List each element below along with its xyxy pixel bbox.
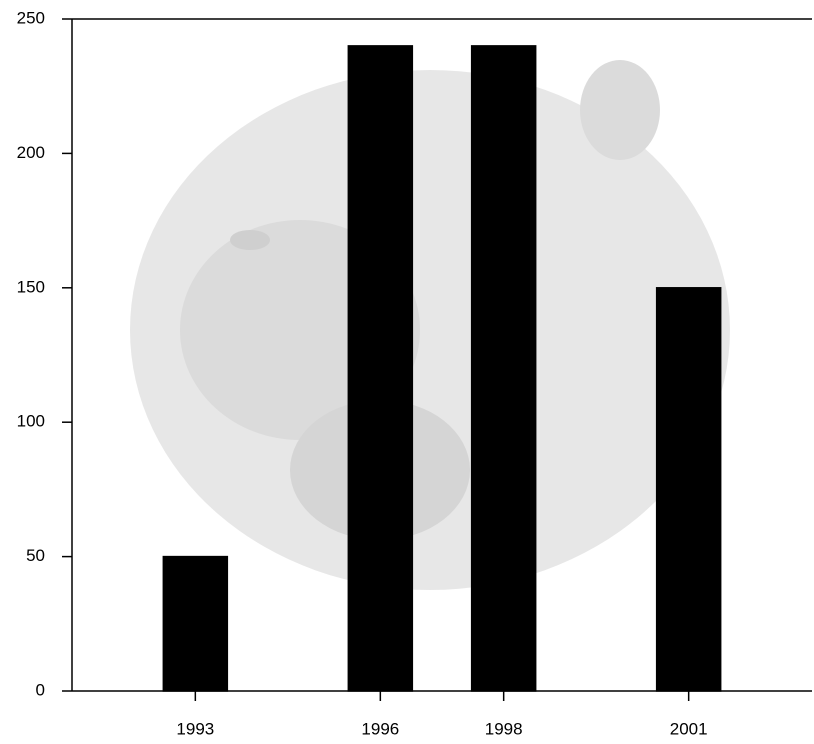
y-tick-label: 200 xyxy=(17,143,45,162)
bar xyxy=(472,46,536,691)
bar xyxy=(163,557,227,691)
chart: 0 50 100 150 200 250 1993 1996 1998 2001 xyxy=(0,0,814,744)
x-tick-label: 2001 xyxy=(670,719,708,738)
y-tick-label: 100 xyxy=(17,412,45,431)
y-tick-label: 250 xyxy=(17,8,45,27)
bar xyxy=(657,288,721,691)
y-tick-label: 0 xyxy=(36,680,45,699)
y-tick-label: 50 xyxy=(26,546,45,565)
x-tick-label: 1996 xyxy=(361,719,399,738)
y-tick-label: 150 xyxy=(17,277,45,296)
x-tick-label: 1998 xyxy=(485,719,523,738)
x-tick-label: 1993 xyxy=(176,719,214,738)
bar xyxy=(348,46,412,691)
background-illustration xyxy=(130,60,730,590)
